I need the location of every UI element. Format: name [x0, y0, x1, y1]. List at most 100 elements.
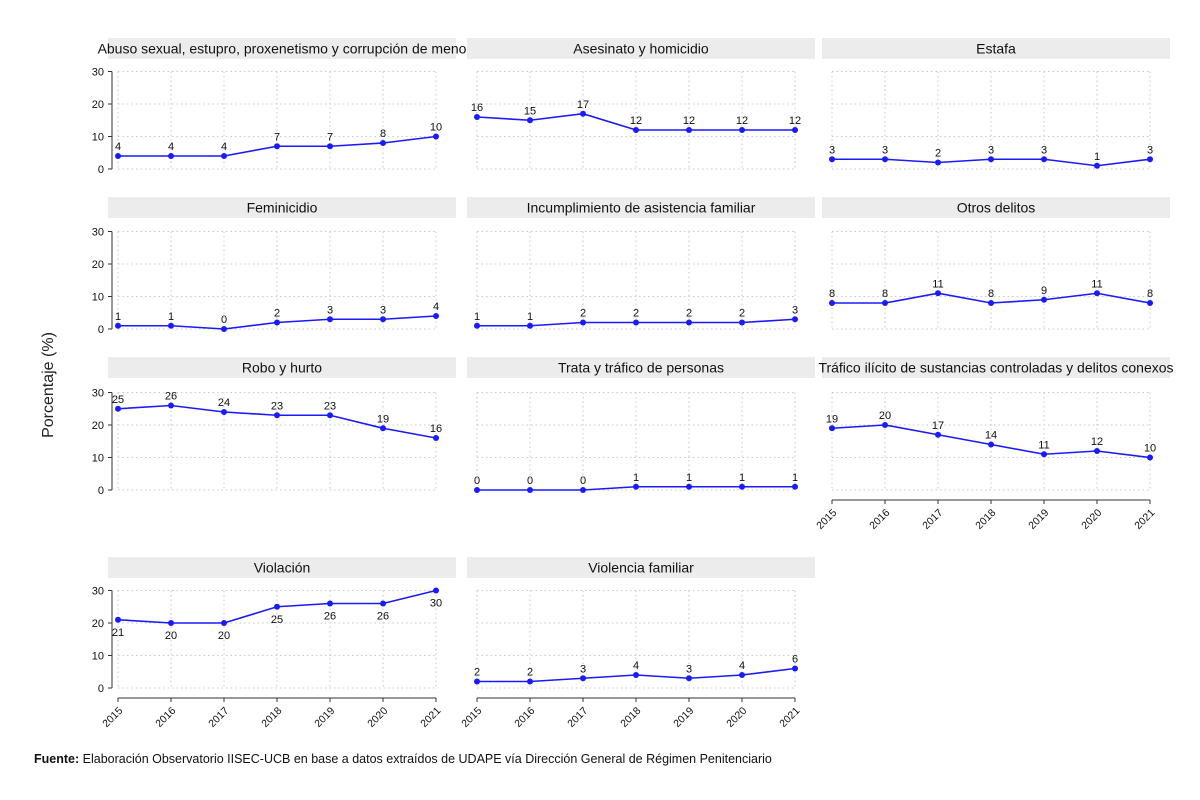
data-point	[882, 422, 888, 428]
y-tick-label: 30	[92, 227, 104, 239]
data-label: 7	[274, 131, 280, 143]
data-point	[168, 153, 174, 159]
data-point	[527, 322, 533, 329]
source-note: Fuente: Elaboración Observatorio IISEC-U…	[34, 752, 772, 766]
data-point	[1147, 156, 1153, 163]
data-label: 1	[474, 311, 480, 323]
data-point	[739, 672, 745, 678]
data-label: 0	[527, 475, 533, 487]
y-tick-label: 10	[92, 132, 104, 144]
panel-title: Trata y tráfico de personas	[558, 360, 724, 376]
data-point	[633, 319, 639, 326]
data-point	[527, 678, 533, 685]
data-label: 26	[377, 611, 389, 623]
panel-title: Violación	[254, 560, 311, 576]
panel-header	[108, 557, 456, 578]
x-tick-label: 2018	[973, 507, 998, 532]
data-label: 21	[112, 627, 124, 639]
data-point	[882, 156, 888, 163]
data-point	[633, 127, 639, 133]
data-point	[935, 290, 941, 297]
panel-header	[822, 197, 1170, 218]
x-tick-label: 2019	[1026, 507, 1051, 532]
x-tick-label: 2016	[867, 507, 892, 532]
x-tick-label: 2020	[1079, 507, 1104, 532]
data-point	[792, 127, 798, 133]
data-label: 3	[1147, 144, 1153, 156]
y-tick-label: 20	[92, 420, 104, 432]
panel-title: Feminicidio	[247, 200, 318, 216]
x-tick-label: 2017	[206, 705, 231, 730]
y-tick-label: 20	[92, 99, 104, 111]
data-point	[686, 675, 692, 682]
data-point	[633, 483, 639, 490]
x-tick-label: 2021	[777, 705, 802, 730]
data-point	[739, 483, 745, 490]
data-label: 3	[580, 663, 586, 675]
data-point	[433, 313, 439, 319]
data-point	[221, 153, 227, 159]
data-point	[580, 319, 586, 326]
data-point	[115, 153, 121, 159]
y-tick-label: 30	[92, 67, 104, 79]
y-tick-label: 20	[92, 259, 104, 271]
data-label: 2	[935, 148, 941, 160]
data-label: 10	[430, 122, 442, 134]
data-label: 4	[433, 301, 439, 313]
data-point	[1094, 290, 1100, 297]
data-label: 3	[327, 304, 333, 316]
data-label: 17	[577, 99, 589, 111]
data-point	[1041, 156, 1047, 163]
data-label: 8	[1147, 288, 1153, 300]
data-label: 14	[985, 430, 997, 442]
y-tick-label: 0	[98, 324, 104, 336]
panel-header	[108, 197, 456, 218]
data-point	[221, 409, 227, 415]
data-point	[433, 133, 439, 140]
panel: Abuso sexual, estupro, proxenetismo y co…	[92, 38, 467, 176]
data-label: 11	[932, 278, 943, 290]
data-point	[792, 665, 798, 672]
panel: Trata y tráfico de personas 0 0 0 1 1 1 1	[467, 357, 815, 493]
data-label: 3	[380, 304, 386, 316]
data-point	[935, 159, 941, 166]
panel: Robo y hurto 0 10 20 30 25 26 24 23 23 19 16	[92, 357, 456, 497]
panel-title: Estafa	[976, 41, 1016, 57]
data-label: 24	[218, 397, 230, 409]
y-tick-label: 30	[92, 586, 104, 598]
data-label: 11	[1038, 439, 1049, 451]
data-point	[686, 319, 692, 326]
y-axis-label: Porcentaje (%)	[40, 332, 57, 438]
data-label: 12	[630, 115, 642, 127]
data-point	[474, 114, 480, 120]
data-point	[1094, 448, 1100, 454]
data-point	[739, 319, 745, 326]
data-label: 2	[633, 308, 639, 320]
data-label: 2	[580, 308, 586, 320]
data-point	[580, 110, 586, 117]
x-tick-label: 2020	[365, 705, 390, 730]
panel-title: Violencia familiar	[588, 560, 694, 576]
data-label: 4	[633, 660, 639, 672]
panel-header	[108, 38, 456, 59]
data-label: 3	[686, 663, 692, 675]
data-point	[274, 412, 280, 419]
data-label: 1	[1094, 151, 1100, 163]
data-point	[935, 431, 941, 438]
x-tick-label: 2021	[1132, 507, 1157, 532]
data-label: 26	[324, 611, 336, 623]
data-label: 23	[324, 400, 336, 412]
data-point	[274, 603, 280, 610]
data-label: 0	[474, 475, 480, 487]
data-label: 1	[633, 472, 639, 484]
data-label: 3	[792, 304, 798, 316]
data-point	[433, 435, 439, 441]
data-label: 11	[1091, 278, 1102, 290]
data-label: 6	[792, 654, 798, 666]
data-point	[221, 620, 227, 626]
panel-title: Incumplimiento de asistencia familiar	[527, 200, 756, 216]
data-point	[686, 127, 692, 133]
data-point	[433, 587, 439, 594]
panel-header	[467, 557, 815, 578]
